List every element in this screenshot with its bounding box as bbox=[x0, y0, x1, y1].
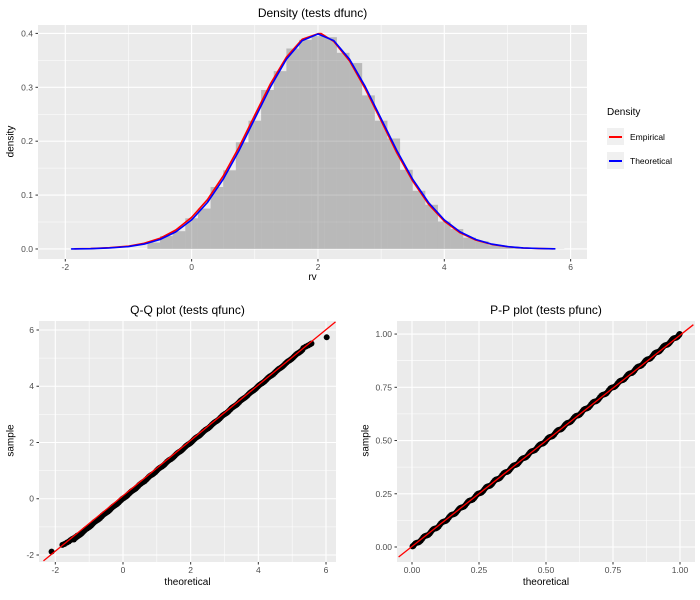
data-point bbox=[676, 331, 683, 338]
histogram-bar bbox=[185, 218, 198, 249]
y-tick-label: 0.50 bbox=[375, 436, 392, 446]
histogram-bar bbox=[197, 208, 211, 249]
histogram-bar bbox=[235, 142, 249, 249]
x-tick-label: 6 bbox=[568, 262, 573, 272]
y-tick-label: 0.4 bbox=[21, 28, 33, 38]
pp-plot-title: P-P plot (tests pfunc) bbox=[490, 303, 602, 317]
reference-line bbox=[43, 321, 336, 562]
x-tick-label: 0.25 bbox=[471, 565, 488, 575]
legend-item-theoretical: Theoretical bbox=[607, 152, 672, 169]
y-tick-label: -2 bbox=[26, 550, 34, 560]
y-tick-label: 0 bbox=[29, 494, 34, 504]
y-tick-label: 0.25 bbox=[375, 489, 392, 499]
histogram-bar bbox=[374, 120, 388, 249]
x-tick-label: 2 bbox=[188, 565, 193, 575]
x-tick-label: 4 bbox=[256, 565, 261, 575]
qq-x-axis-label: theoretical bbox=[164, 577, 211, 588]
histogram-bar bbox=[160, 236, 173, 249]
x-tick-label: 0.75 bbox=[605, 565, 622, 575]
qq-plot-title: Q-Q plot (tests qfunc) bbox=[130, 303, 245, 317]
y-tick-label: 0.0 bbox=[21, 244, 33, 254]
legend-key-icon bbox=[607, 152, 624, 169]
empirical-line-icon bbox=[609, 135, 622, 138]
reference-line bbox=[398, 324, 694, 558]
histogram-bar bbox=[349, 63, 363, 249]
histogram-bar bbox=[223, 170, 236, 249]
histogram-bar bbox=[412, 190, 426, 249]
histogram-bar bbox=[362, 95, 375, 249]
legend-item-empirical: Empirical bbox=[607, 128, 672, 145]
y-tick-label: 4 bbox=[29, 381, 34, 391]
legend-key-icon bbox=[607, 128, 624, 145]
legend-title: Density bbox=[607, 107, 641, 118]
histogram-bar bbox=[400, 169, 413, 249]
histogram-bar bbox=[261, 89, 274, 249]
legend-label-empirical: Empirical bbox=[630, 131, 665, 142]
y-tick-label: 2 bbox=[29, 437, 34, 447]
panel-background bbox=[38, 25, 587, 259]
histogram-bar bbox=[475, 241, 489, 249]
x-tick-label: 0.00 bbox=[404, 565, 421, 575]
y-tick-label: 6 bbox=[29, 325, 34, 335]
histogram-bar bbox=[450, 229, 464, 249]
histogram-bar bbox=[299, 39, 312, 249]
y-tick-label: 0.75 bbox=[375, 382, 392, 392]
histogram-bar bbox=[501, 246, 514, 249]
x-tick-label: 4 bbox=[442, 262, 447, 272]
pp-plot-canvas: 0.00 0.25 0.50 0.75 1.00 0.00 0.25 0.50 0.75 1.00 bbox=[375, 321, 695, 575]
histogram-bar bbox=[172, 231, 186, 249]
histogram-bar bbox=[336, 52, 350, 249]
y-tick-label: 0.1 bbox=[21, 190, 33, 200]
x-tick-label: 2 bbox=[316, 262, 321, 272]
histogram-bar bbox=[273, 71, 287, 249]
x-tick-label: 6 bbox=[324, 565, 329, 575]
data-point bbox=[323, 334, 330, 341]
x-tick-label: 0 bbox=[189, 262, 194, 272]
legend: Density Empirical Theoretical bbox=[607, 107, 672, 176]
histogram-bar bbox=[286, 48, 300, 249]
density-plot-canvas: -2 0 2 4 6 0.0 0.1 0.2 0.3 0.4 bbox=[21, 25, 587, 272]
y-tick-label: 0.00 bbox=[375, 542, 392, 552]
qq-plot-canvas: -2 0 2 4 6 -2 0 2 4 6 bbox=[26, 321, 336, 575]
histogram-bar bbox=[488, 245, 502, 249]
theoretical-line-icon bbox=[609, 159, 622, 162]
density-plot-title: Density (tests dfunc) bbox=[257, 6, 368, 20]
x-tick-label: 0.50 bbox=[538, 565, 555, 575]
histogram-bar bbox=[210, 187, 224, 249]
histogram-bar bbox=[248, 120, 262, 249]
y-tick-label: 0.2 bbox=[21, 136, 33, 146]
histogram-bar bbox=[387, 138, 401, 249]
x-tick-label: -2 bbox=[62, 262, 70, 272]
histogram-bar bbox=[437, 221, 451, 249]
density-y-axis-label: density bbox=[5, 125, 17, 158]
legend-label-theoretical: Theoretical bbox=[630, 155, 673, 166]
histogram-bar bbox=[147, 242, 161, 249]
histogram-bar bbox=[311, 36, 325, 249]
pp-x-axis-label: theoretical bbox=[522, 577, 570, 588]
x-tick-label: 0 bbox=[121, 565, 126, 575]
y-tick-label: 0.3 bbox=[21, 82, 33, 92]
histogram-bar bbox=[425, 204, 438, 249]
y-tick-label: 1.00 bbox=[375, 329, 392, 339]
theoretical-curve bbox=[70, 33, 556, 250]
density-x-axis-label: rv bbox=[308, 272, 317, 283]
pp-y-axis-label: sample bbox=[360, 424, 372, 457]
qq-y-axis-label: sample bbox=[5, 424, 17, 457]
x-tick-label: -2 bbox=[52, 565, 60, 575]
histogram-bar bbox=[324, 37, 337, 249]
x-tick-label: 1.00 bbox=[672, 565, 689, 575]
histogram-bar bbox=[463, 237, 476, 249]
